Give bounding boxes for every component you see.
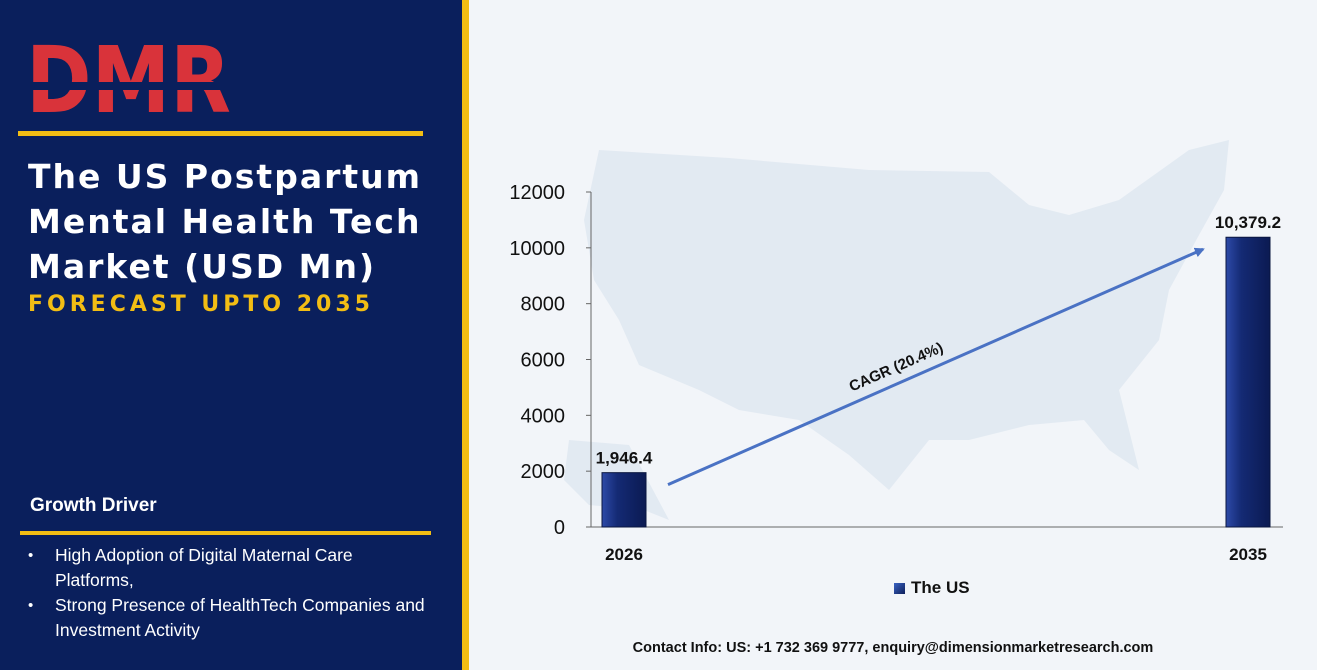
data-label: 10,379.2	[1215, 213, 1281, 232]
gold-separator	[462, 0, 469, 670]
growth-driver-list: High Adoption of Digital Maternal Care P…	[28, 543, 428, 643]
y-tick-label: 0	[554, 517, 565, 539]
list-item: Strong Presence of HealthTech Companies …	[28, 593, 428, 643]
dmr-logo: DMR	[26, 36, 236, 120]
svg-text:DMR: DMR	[26, 36, 231, 120]
y-tick-label: 10000	[509, 238, 565, 260]
y-tick-label: 2000	[521, 461, 566, 483]
title-line: Mental Health Tech	[28, 202, 422, 241]
page-title: The US Postpartum Mental Health Tech Mar…	[28, 154, 448, 289]
page-subtitle: FORECAST UPTO 2035	[28, 292, 374, 317]
y-tick-label: 8000	[521, 294, 566, 316]
bar-chart: 12000 10000 8000 6000 4000 2000 0 1,946.4 2026 1…	[509, 140, 1283, 564]
y-tick-label: 4000	[521, 405, 566, 427]
y-tick-label: 6000	[521, 350, 566, 372]
growth-driver-heading: Growth Driver	[30, 495, 157, 516]
contact-info: Contact Info: US: +1 732 369 9777, enqui…	[632, 640, 1154, 656]
left-panel: DMR The US Postpartum Mental Health Tech…	[0, 0, 462, 670]
title-line: Market (USD Mn)	[28, 247, 377, 286]
x-tick-label: 2026	[605, 545, 643, 564]
list-item: High Adoption of Digital Maternal Care P…	[28, 543, 428, 593]
chart-legend: The US	[894, 578, 970, 598]
bar-2026	[601, 472, 647, 528]
us-map-background	[584, 140, 1229, 490]
cagr-arrow	[667, 247, 1205, 487]
legend-swatch	[894, 582, 905, 594]
data-label: 1,946.4	[596, 449, 653, 468]
growth-driver-divider	[20, 531, 431, 535]
bar-2035	[1225, 236, 1271, 528]
legend-label: The US	[911, 578, 970, 597]
title-line: The US Postpartum	[28, 157, 423, 196]
logo-divider	[18, 131, 423, 136]
y-tick-label: 12000	[509, 182, 565, 204]
x-tick-label: 2035	[1229, 545, 1267, 564]
